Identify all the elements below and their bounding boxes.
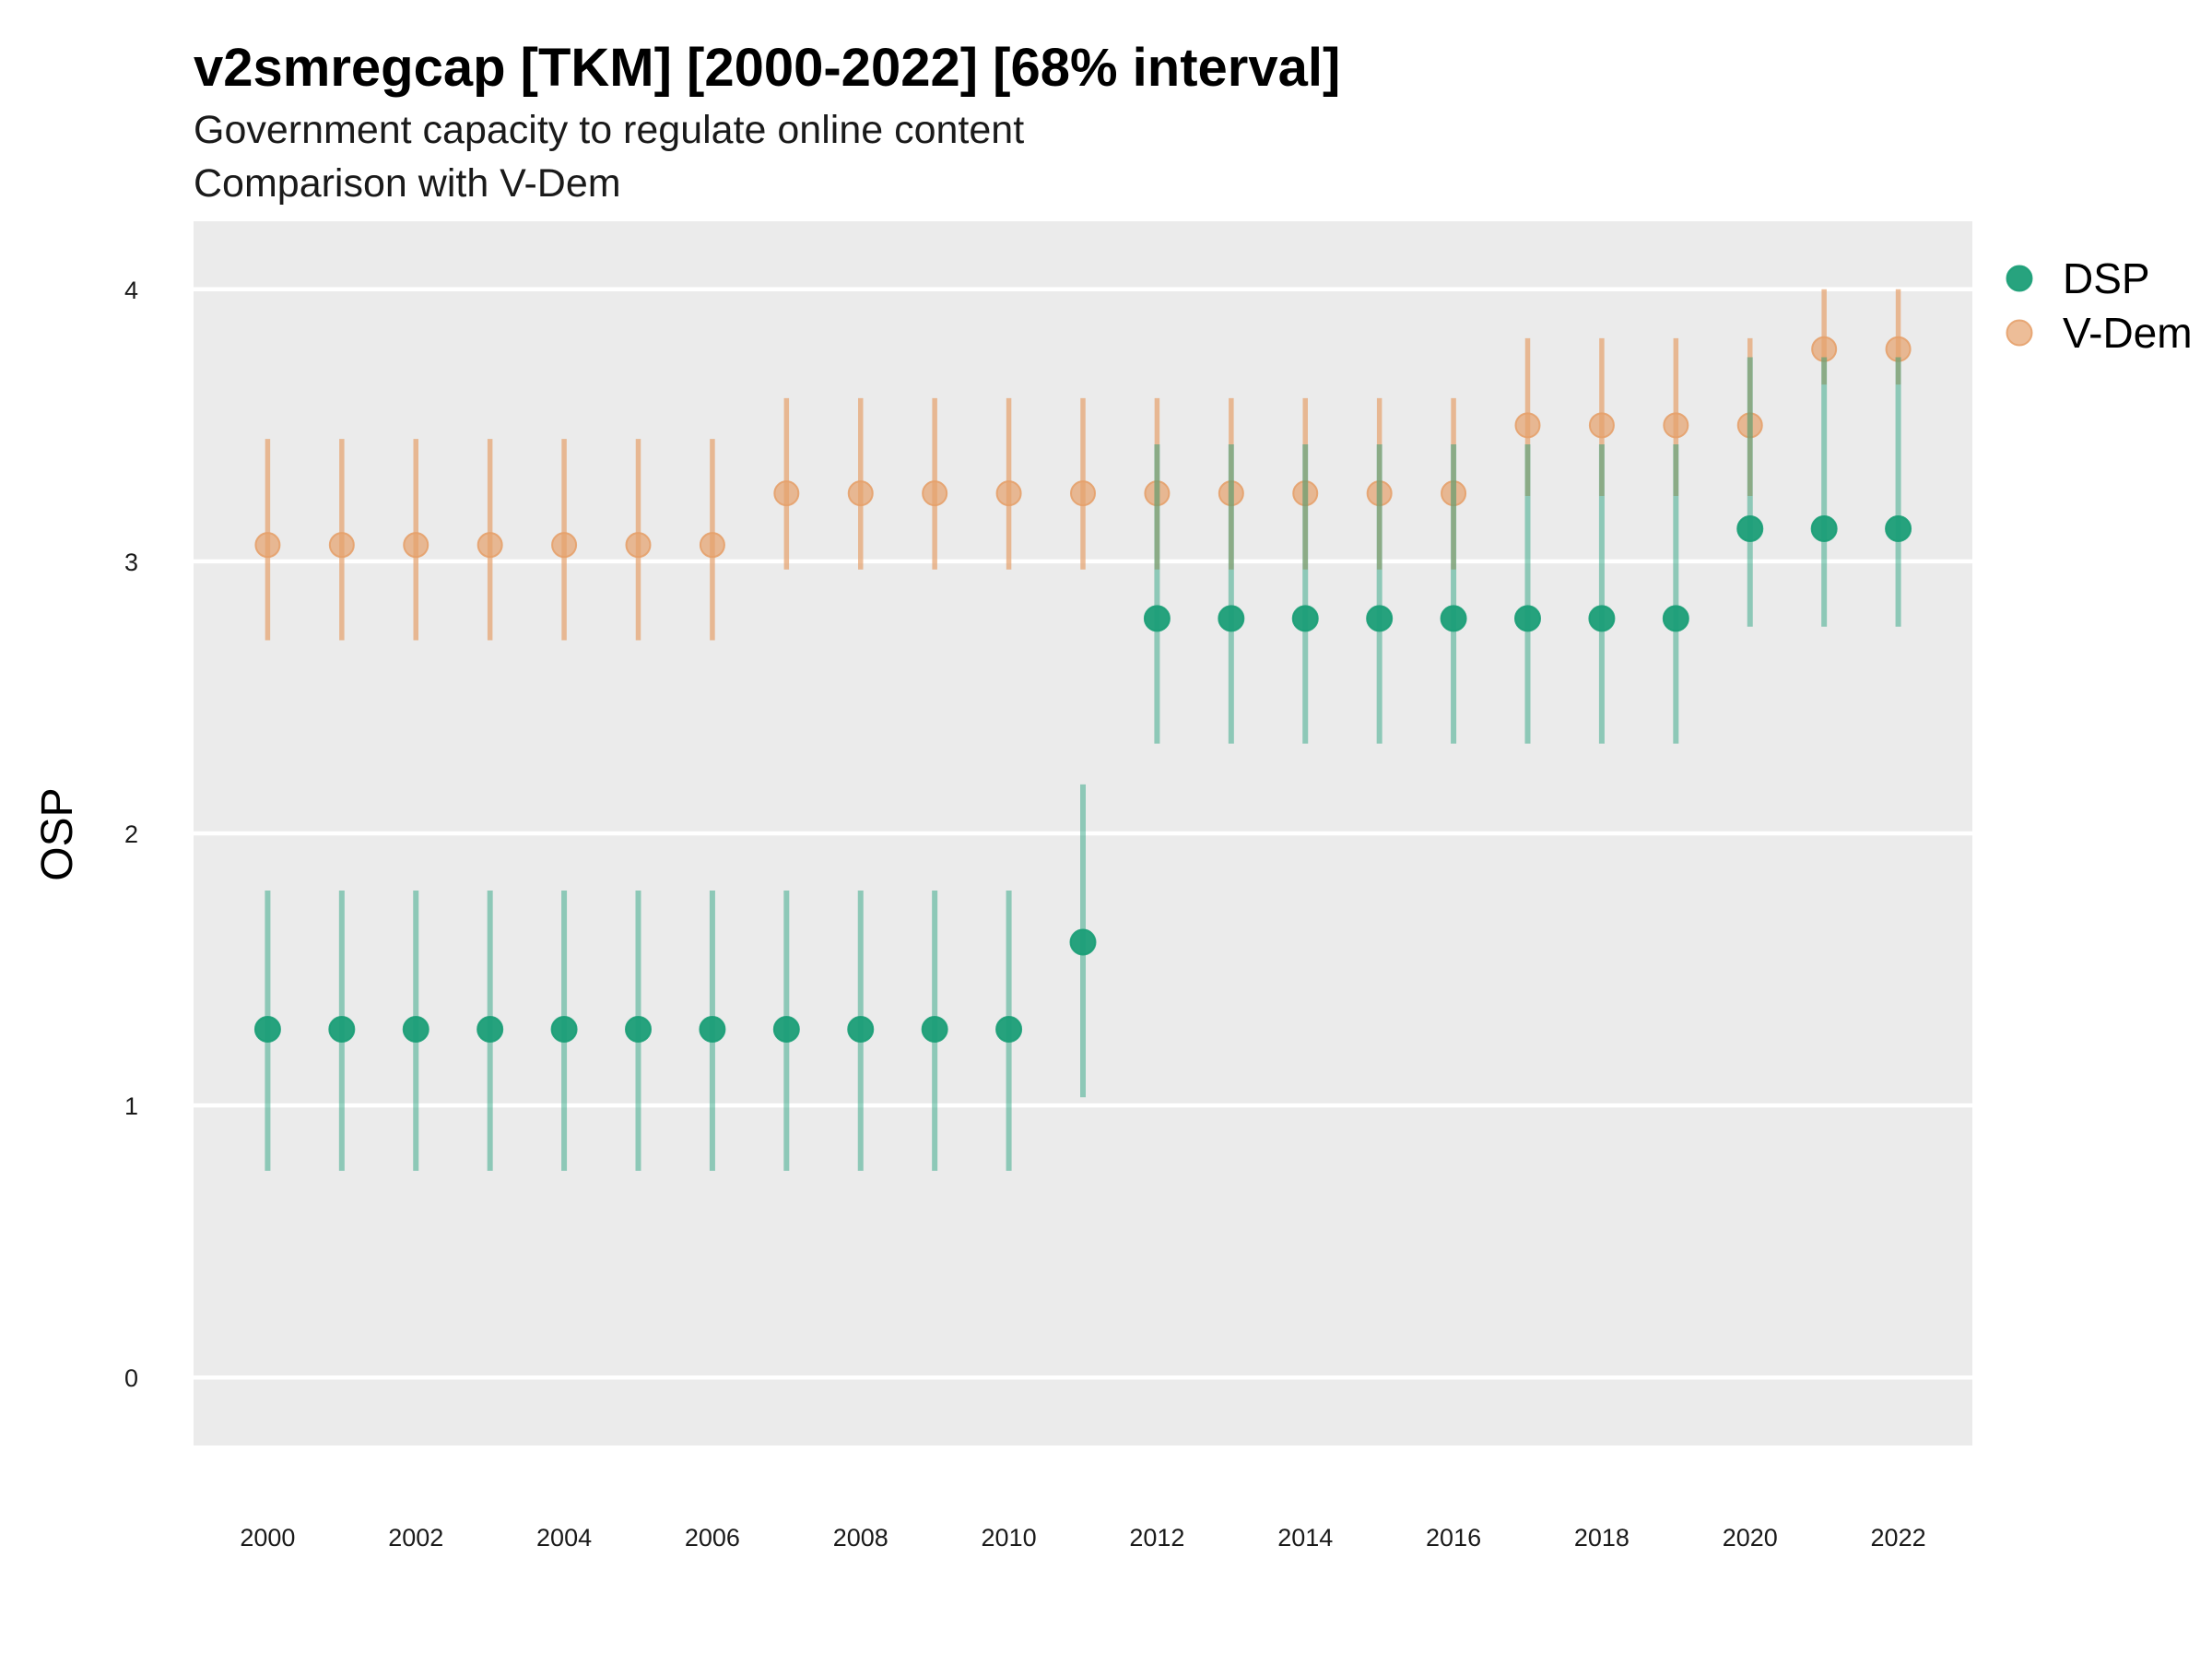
point-dsp	[1514, 605, 1541, 632]
legend-key-v-dem	[2006, 319, 2033, 347]
point-v-dem	[699, 532, 725, 559]
x-tick-label: 2012	[1129, 1524, 1184, 1552]
y-tick-label: 0	[124, 1364, 138, 1392]
x-tick-labels: 2000 2002 2004 2006 2008 2010 2012 2014 2016 2018…	[240, 1524, 1925, 1552]
point-v-dem	[477, 532, 503, 559]
x-tick-label: 2014	[1277, 1524, 1333, 1552]
point-v-dem	[1514, 412, 1541, 439]
point-dsp	[625, 1015, 652, 1043]
point-v-dem	[328, 532, 355, 559]
chart-subtitle-2: Comparison with V-Dem	[194, 161, 621, 206]
point-v-dem	[254, 532, 281, 559]
point-dsp	[847, 1015, 875, 1043]
point-v-dem	[1663, 412, 1689, 439]
legend: DSP V-Dem	[2006, 254, 2193, 357]
point-dsp	[772, 1015, 800, 1043]
point-dsp	[1662, 605, 1689, 632]
point-v-dem	[773, 480, 800, 507]
point-dsp	[253, 1015, 281, 1043]
point-dsp	[1810, 514, 1838, 542]
point-dsp	[402, 1015, 429, 1043]
point-v-dem	[1144, 480, 1171, 507]
point-dsp	[699, 1015, 726, 1043]
chart-subtitle: Government capacity to regulate online c…	[194, 108, 1024, 152]
x-tick-label: 2022	[1871, 1524, 1926, 1552]
legend-label-dsp: DSP	[2063, 254, 2150, 302]
series-v-dem	[254, 289, 1912, 641]
point-v-dem	[1811, 336, 1838, 362]
y-axis-title: OSP	[33, 787, 82, 880]
point-dsp	[921, 1015, 948, 1043]
point-dsp	[550, 1015, 578, 1043]
point-dsp	[1440, 605, 1467, 632]
point-dsp	[1885, 514, 1912, 542]
chart-title: v2smregcap [TKM] [2000-2022] [68% interv…	[194, 38, 1340, 98]
x-tick-label: 2018	[1574, 1524, 1630, 1552]
x-tick-label: 2008	[833, 1524, 888, 1552]
series-dsp	[253, 357, 1912, 1171]
point-v-dem	[1588, 412, 1615, 439]
data-marks	[253, 289, 1912, 1171]
y-tick-label: 4	[124, 277, 138, 304]
point-v-dem	[995, 480, 1022, 507]
point-v-dem	[403, 532, 429, 559]
point-v-dem	[847, 480, 874, 507]
x-tick-label: 2006	[685, 1524, 740, 1552]
point-v-dem	[1736, 412, 1763, 439]
point-dsp	[995, 1015, 1023, 1043]
x-tick-label: 2020	[1723, 1524, 1778, 1552]
point-dsp	[1736, 514, 1764, 542]
point-dsp	[1366, 605, 1394, 632]
point-v-dem	[1885, 336, 1912, 362]
point-dsp	[328, 1015, 356, 1043]
point-v-dem	[1218, 480, 1244, 507]
y-tick-label: 3	[124, 549, 138, 576]
x-tick-label: 2000	[240, 1524, 295, 1552]
point-dsp	[1069, 928, 1097, 956]
x-tick-label: 2004	[536, 1524, 592, 1552]
point-v-dem	[551, 532, 578, 559]
point-v-dem	[1366, 480, 1393, 507]
point-dsp	[1588, 605, 1616, 632]
x-tick-label: 2002	[388, 1524, 443, 1552]
point-v-dem	[1441, 480, 1467, 507]
point-dsp	[1291, 605, 1319, 632]
y-tick-label: 1	[124, 1092, 138, 1120]
point-v-dem	[625, 532, 652, 559]
legend-key-dsp	[2006, 265, 2033, 292]
y-tick-labels: 0 1 2 3 4	[124, 277, 138, 1392]
legend-label-v-dem: V-Dem	[2063, 309, 2193, 357]
x-tick-label: 2016	[1426, 1524, 1481, 1552]
point-v-dem	[922, 480, 948, 507]
point-v-dem	[1292, 480, 1319, 507]
point-dsp	[1218, 605, 1245, 632]
point-dsp	[1143, 605, 1171, 632]
x-tick-label: 2010	[982, 1524, 1037, 1552]
point-v-dem	[1070, 480, 1096, 507]
point-dsp	[477, 1015, 504, 1043]
y-tick-label: 2	[124, 820, 138, 848]
